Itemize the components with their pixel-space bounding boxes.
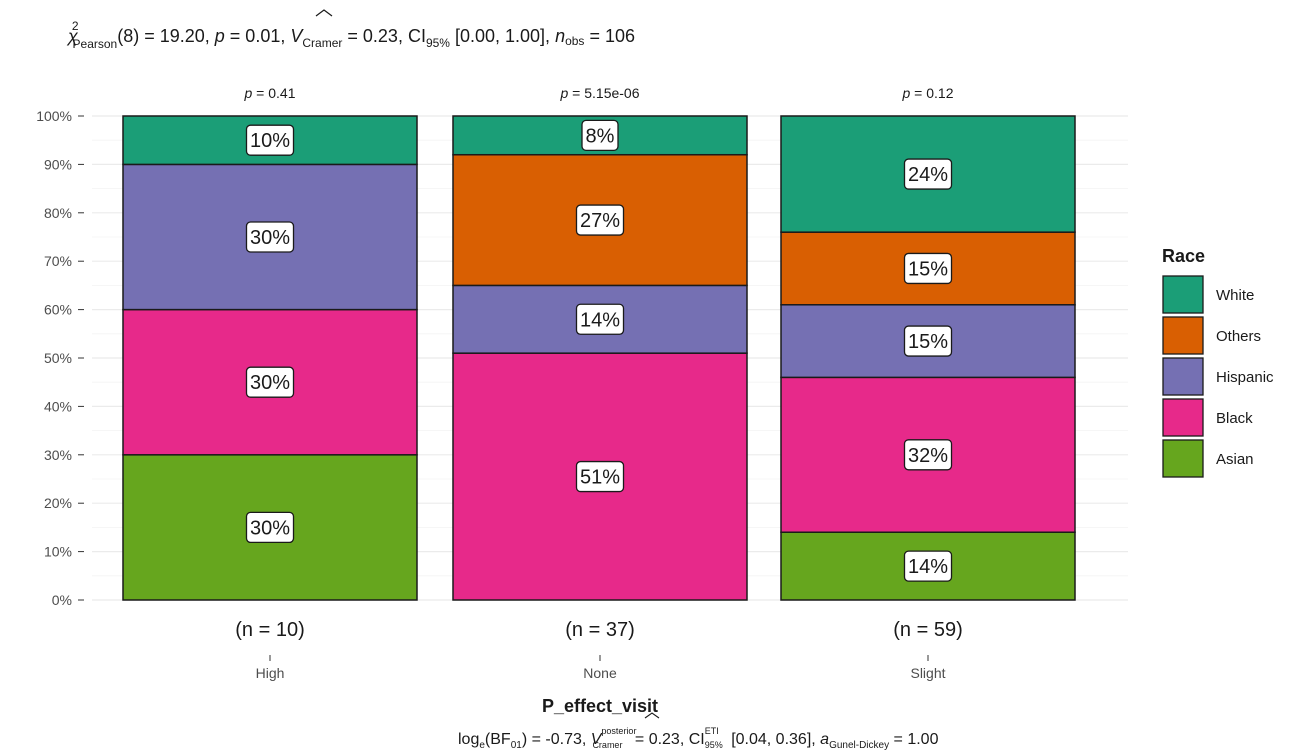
data-label-box [903, 550, 953, 582]
chart-caption: loge(BF01) = -0.73, Vposterior Cramer = 0… [458, 726, 939, 751]
y-tick-label: 100% [36, 108, 72, 124]
y-tick-label: 90% [44, 156, 72, 172]
data-label: 27% [580, 210, 620, 232]
data-label: 14% [908, 556, 948, 578]
x-tick-label: None [583, 665, 617, 681]
data-label-box [581, 119, 619, 152]
data-label-box [245, 124, 295, 156]
data-label: 15% [908, 258, 948, 280]
legend: Race White Others Hispanic Black Asian [1162, 246, 1274, 478]
legend-swatch-asian [1162, 439, 1204, 478]
legend-swatch-white [1162, 275, 1204, 314]
data-label: 15% [908, 331, 948, 353]
legend-label-white: White [1216, 287, 1254, 304]
legend-label-black: Black [1216, 410, 1253, 427]
data-label-box [245, 366, 295, 398]
data-label: 51% [580, 467, 620, 489]
y-tick-label: 20% [44, 495, 72, 511]
data-label-box [903, 158, 953, 190]
data-label-box [903, 252, 953, 285]
data-label: 30% [250, 372, 290, 394]
p-value-label: p = 5.15e-06 [559, 85, 639, 101]
y-tick-label: 0% [52, 592, 72, 608]
legend-swatch-others [1162, 316, 1204, 355]
data-label: 10% [250, 130, 290, 152]
x-tick-label: Slight [910, 665, 945, 681]
y-tick-label: 60% [44, 302, 72, 318]
data-label-box [575, 460, 625, 493]
y-tick-label: 50% [44, 350, 72, 366]
data-label-box [575, 303, 625, 335]
data-label: 30% [250, 517, 290, 539]
chart-subtitle: χ2 Pearson(8) = 19.20, p = 0.01, VCramer … [66, 19, 635, 51]
n-count-label: (n = 37) [565, 619, 634, 641]
data-label-box [903, 325, 953, 357]
legend-swatch-hispanic [1162, 357, 1204, 396]
legend-label-others: Others [1216, 328, 1261, 345]
y-tick-label: 80% [44, 205, 72, 221]
subtitle-v-hat [315, 9, 333, 17]
data-label: 30% [250, 227, 290, 249]
data-label-box [903, 439, 953, 471]
legend-label-asian: Asian [1216, 451, 1254, 468]
caption-v-hat [644, 712, 660, 719]
legend-swatch-black [1162, 398, 1204, 437]
x-tick-label: High [256, 665, 285, 681]
p-value-label: p = 0.41 [244, 85, 296, 101]
data-label-box [245, 511, 295, 544]
n-count-label: (n = 10) [235, 619, 304, 641]
y-axis: 0% 10% 20% 30% 40% 50% 60% 70% 80% 90% 100% [36, 108, 84, 608]
data-label: 24% [908, 164, 948, 186]
legend-label-hispanic: Hispanic [1216, 369, 1274, 386]
n-count-label: (n = 59) [893, 619, 962, 641]
y-tick-label: 30% [44, 447, 72, 463]
y-tick-label: 10% [44, 544, 72, 560]
data-label-box [575, 204, 625, 236]
data-label-box [245, 221, 295, 253]
p-value-label: p = 0.12 [902, 85, 954, 101]
data-label: 32% [908, 445, 948, 467]
data-label: 8% [586, 125, 615, 147]
x-axis: p = 0.41 p = 5.15e-06 p = 0.12 (n = 10) High… [235, 85, 962, 681]
data-label: 14% [580, 309, 620, 331]
y-tick-label: 40% [44, 398, 72, 414]
legend-title: Race [1162, 246, 1205, 266]
x-axis-title: P_effect_visit [542, 696, 658, 716]
bars-group: 30% 30% 30% 10% 51% 14% 27% 8% 14% 32% 15% 15% 24% [122, 115, 1076, 601]
y-tick-label: 70% [44, 253, 72, 269]
